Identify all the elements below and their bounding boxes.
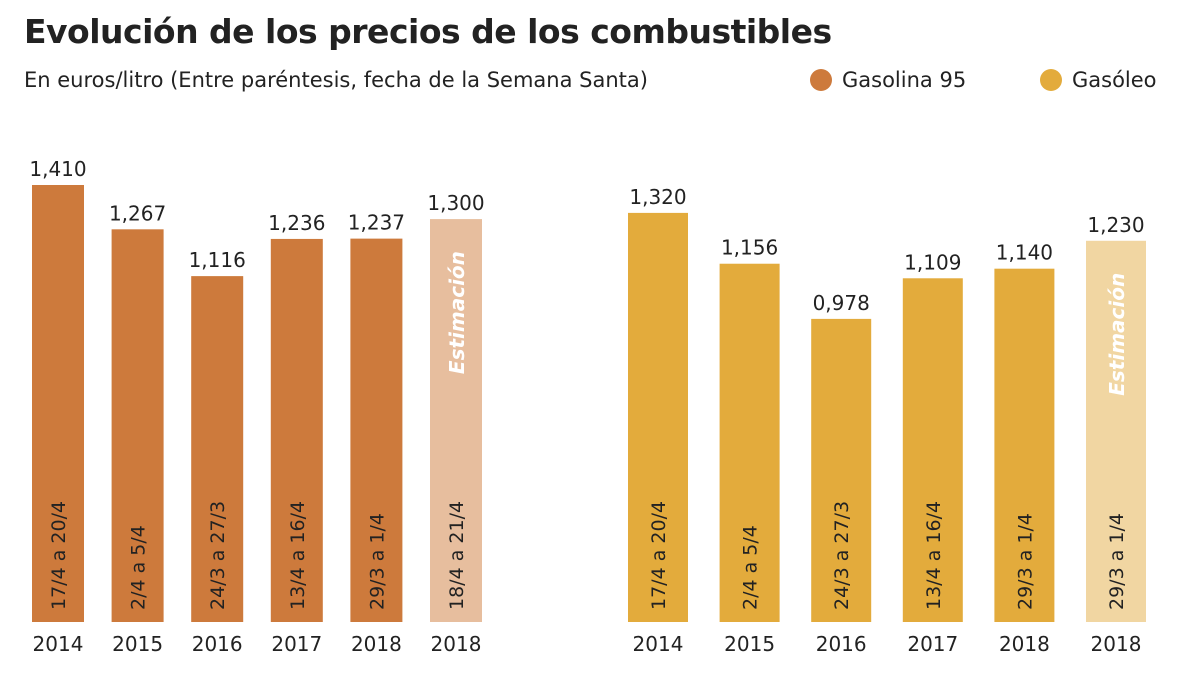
year-tick-label: 2016 — [192, 632, 243, 656]
legend-label-gasolina: Gasolina 95 — [842, 68, 967, 92]
chart-title: Evolución de los precios de los combusti… — [24, 12, 832, 51]
legend-label-gasoleo: Gasóleo — [1072, 68, 1157, 92]
bar — [191, 276, 244, 622]
value-label: 1,267 — [109, 201, 166, 225]
date-label: 13/4 a 16/4 — [923, 501, 945, 610]
bar — [628, 212, 688, 622]
bar — [32, 185, 84, 622]
value-label: 1,237 — [348, 211, 405, 235]
value-label: 1,156 — [721, 236, 778, 260]
chart-subtitle: En euros/litro (Entre paréntesis, fecha … — [24, 68, 648, 92]
legend-swatch-gasoleo — [1040, 69, 1062, 91]
legend-swatch-gasolina — [810, 69, 832, 91]
year-tick-label: 2018 — [1091, 632, 1142, 656]
estimate-label: Estimación — [445, 251, 469, 374]
year-tick-label: 2016 — [816, 632, 867, 656]
year-tick-label: 2014 — [633, 632, 684, 656]
value-label: 1,410 — [29, 157, 86, 181]
bar — [719, 263, 780, 622]
year-tick-label: 2017 — [907, 632, 958, 656]
bar — [111, 229, 164, 622]
bar — [1086, 240, 1146, 622]
bar — [350, 238, 403, 622]
bar — [270, 238, 323, 622]
year-tick-label: 2015 — [724, 632, 775, 656]
estimate-label: Estimación — [1105, 273, 1129, 396]
value-label: 1,300 — [427, 191, 484, 215]
year-tick-label: 2018 — [999, 632, 1050, 656]
date-label: 2/4 a 5/4 — [740, 525, 762, 610]
year-tick-label: 2014 — [33, 632, 84, 656]
bar — [994, 268, 1055, 622]
value-label: 1,109 — [904, 250, 961, 274]
date-label: 29/3 a 1/4 — [366, 513, 388, 610]
value-label: 1,230 — [1087, 213, 1144, 237]
date-label: 17/4 a 20/4 — [48, 501, 70, 610]
legend-gasoleo: Gasóleo — [1040, 68, 1157, 92]
date-label: 24/3 a 27/3 — [831, 501, 853, 610]
year-tick-label: 2018 — [351, 632, 402, 656]
value-label: 1,140 — [996, 241, 1053, 265]
year-tick-label: 2015 — [112, 632, 163, 656]
legend-gasolina: Gasolina 95 — [810, 68, 966, 92]
date-label: 29/3 a 1/4 — [1106, 513, 1128, 610]
date-label: 13/4 a 16/4 — [287, 501, 309, 610]
year-tick-label: 2018 — [431, 632, 482, 656]
value-label: 1,320 — [629, 185, 686, 209]
year-tick-label: 2017 — [271, 632, 322, 656]
bar — [902, 278, 963, 622]
date-label: 2/4 a 5/4 — [128, 525, 150, 610]
bar — [430, 219, 482, 622]
value-label: 1,116 — [189, 248, 246, 272]
value-label: 1,236 — [268, 211, 325, 235]
bar — [811, 318, 872, 622]
date-label: 24/3 a 27/3 — [207, 501, 229, 610]
date-label: 17/4 a 20/4 — [648, 501, 670, 610]
date-label: 29/3 a 1/4 — [1014, 513, 1036, 610]
value-label: 0,978 — [813, 291, 870, 315]
date-label: 18/4 a 21/4 — [446, 501, 468, 610]
